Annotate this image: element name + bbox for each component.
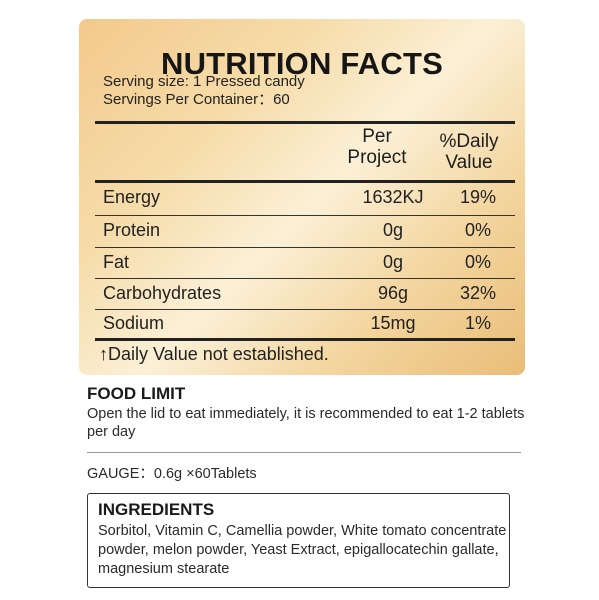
nutrient-name: Energy: [103, 187, 161, 207]
nutrient-per-project: 96g: [377, 283, 409, 303]
section-divider: [87, 452, 521, 453]
nutrient-daily-value: 1%: [464, 313, 491, 333]
ingredients-title: INGREDIENTS: [98, 500, 215, 519]
nutrient-daily-value: 19%: [459, 187, 497, 207]
daily-value-footnote: ↑Daily Value not established.: [99, 344, 329, 364]
nutrient-name: Carbohydrates: [103, 283, 222, 303]
nutrient-per-project: 0g: [382, 220, 404, 240]
servings-per-container: Servings Per Container：60: [103, 91, 290, 108]
ingredients-text: Sorbitol, Vitamin C, Camellia powder, Wh…: [98, 523, 507, 577]
food-limit-text: Open the lid to eat immediately, it is r…: [87, 406, 525, 440]
serving-size: Serving size: 1 Pressed candy: [103, 73, 305, 90]
nutrient-daily-value: 32%: [459, 283, 497, 303]
gauge-text: GAUGE：0.6g ×60Tablets: [87, 466, 257, 482]
food-limit-title: FOOD LIMIT: [87, 384, 186, 403]
table-row: Carbohydrates 96g 32%: [95, 278, 515, 310]
nutrient-daily-value: 0%: [464, 220, 491, 240]
col-header-daily-value-line1: %Daily: [439, 131, 499, 152]
col-header-per-project-line1: Per: [362, 126, 392, 147]
col-header-per-project: Per Project: [331, 126, 423, 168]
nutrient-name: Sodium: [103, 313, 165, 333]
table-row: Protein 0g 0%: [95, 215, 515, 247]
nutrient-name: Fat: [103, 252, 130, 272]
table-row: Energy 1632KJ 19%: [95, 183, 515, 214]
header-rule: [95, 121, 515, 124]
table-top-rule: [95, 180, 515, 183]
nutrient-per-project: 15mg: [370, 313, 416, 333]
nutrient-per-project: 0g: [382, 252, 404, 272]
col-header-daily-value: %Daily Value: [424, 131, 514, 173]
table-row: Sodium 15mg 1%: [95, 309, 515, 341]
serving-info: Serving size: 1 Pressed candy Servings P…: [103, 73, 305, 109]
table-row: Fat 0g 0%: [95, 247, 515, 279]
nutrient-name: Protein: [103, 220, 161, 240]
nutrition-facts-title: NUTRITION FACTS: [161, 46, 443, 81]
col-header-daily-value-line2: Value: [445, 152, 493, 173]
nutrition-facts-panel: NUTRITION FACTS Serving size: 1 Pressed …: [79, 19, 525, 375]
col-header-per-project-line2: Project: [347, 147, 407, 168]
nutrient-daily-value: 0%: [464, 252, 491, 272]
nutrient-per-project: 1632KJ: [362, 187, 424, 207]
ingredients-box: INGREDIENTS Sorbitol, Vitamin C, Camelli…: [87, 493, 510, 588]
